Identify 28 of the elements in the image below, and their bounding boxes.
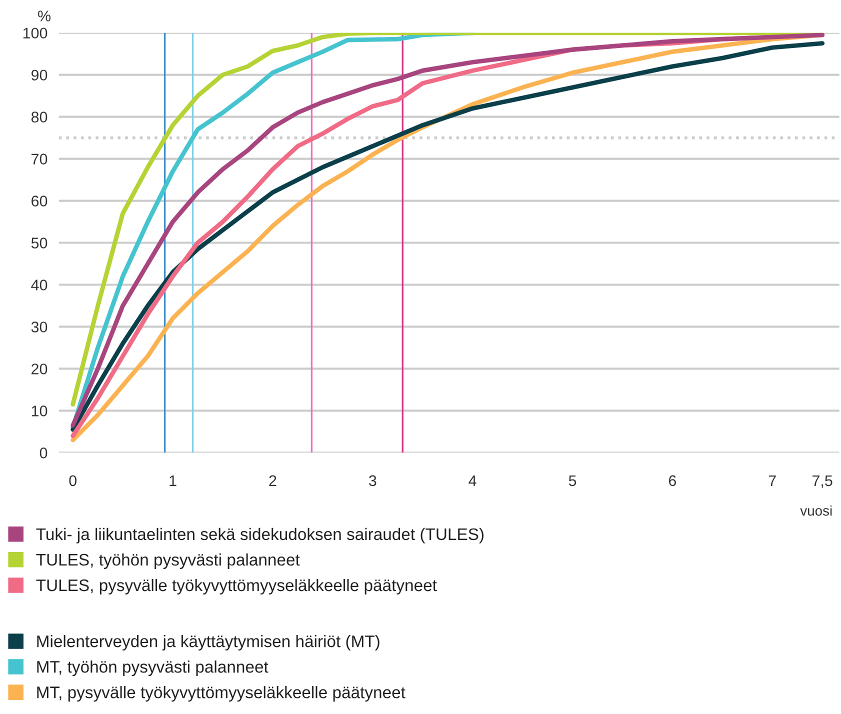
y-tick-label: 60 (32, 196, 48, 206)
x-tick-label: 2 (269, 475, 276, 486)
legend-label: Tuki- ja liikuntaelinten sekä sidekudoksen sairaudet (TULES) (36, 528, 484, 544)
legend-label: TULES, pysyvälle työkyvyttömyyseläkkeelle päätyneet (36, 578, 437, 594)
y-axis-title: % (38, 10, 51, 22)
y-tick-label: 40 (31, 280, 48, 290)
y-tick-label: 100 (23, 28, 48, 39)
x-tick-label: 1 (170, 475, 176, 486)
x-tick-label: 3 (368, 475, 376, 486)
legend-label: TULES, työhön pysyvästi palanneet (36, 553, 300, 569)
y-tick-label: 90 (31, 70, 48, 81)
legend-label: MT, pysyvälle työkyvyttömyyseläkkeelle päätyneet (37, 686, 406, 702)
x-tick-label: 7,5 (812, 475, 832, 488)
legend-label: MT, työhön pysyvästi palanneet (37, 660, 268, 676)
y-tick-label: 0 (40, 448, 48, 458)
y-tick-label: 30 (31, 322, 48, 332)
x-tick-label: 7 (768, 475, 776, 486)
legend-label: Mielenterveyden ja käyttäytymisen häiriöt (MT) (37, 634, 380, 651)
x-tick-label: 5 (568, 475, 576, 486)
y-tick-label: 20 (32, 364, 48, 374)
x-tick-label: 4 (468, 475, 476, 486)
y-tick-label: 10 (32, 406, 48, 416)
y-tick-label: 80 (31, 112, 48, 122)
x-tick-label: 0 (69, 475, 77, 486)
y-tick-label: 70 (32, 154, 48, 164)
x-axis-title: vuosi (800, 506, 832, 516)
x-tick-label: 6 (668, 475, 676, 486)
y-tick-label: 50 (31, 238, 48, 248)
